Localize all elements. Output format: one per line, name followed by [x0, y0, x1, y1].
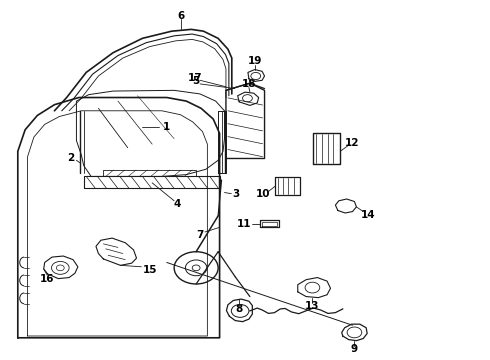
Text: 2: 2: [68, 153, 74, 163]
Text: 11: 11: [237, 219, 251, 229]
Text: 5: 5: [193, 76, 200, 86]
Text: 13: 13: [305, 301, 319, 311]
Text: 14: 14: [361, 210, 375, 220]
Text: 16: 16: [40, 274, 54, 284]
Text: 15: 15: [143, 265, 157, 275]
Text: 19: 19: [247, 56, 262, 66]
Text: 6: 6: [177, 11, 184, 21]
Text: 17: 17: [188, 73, 202, 83]
Text: 9: 9: [351, 344, 358, 354]
Text: 8: 8: [236, 304, 243, 314]
Text: 7: 7: [196, 230, 204, 239]
Text: 1: 1: [163, 122, 171, 132]
Text: 4: 4: [174, 199, 181, 210]
Text: 18: 18: [242, 79, 256, 89]
Text: 12: 12: [345, 139, 360, 148]
Text: 10: 10: [255, 189, 270, 199]
Text: 3: 3: [233, 189, 240, 199]
